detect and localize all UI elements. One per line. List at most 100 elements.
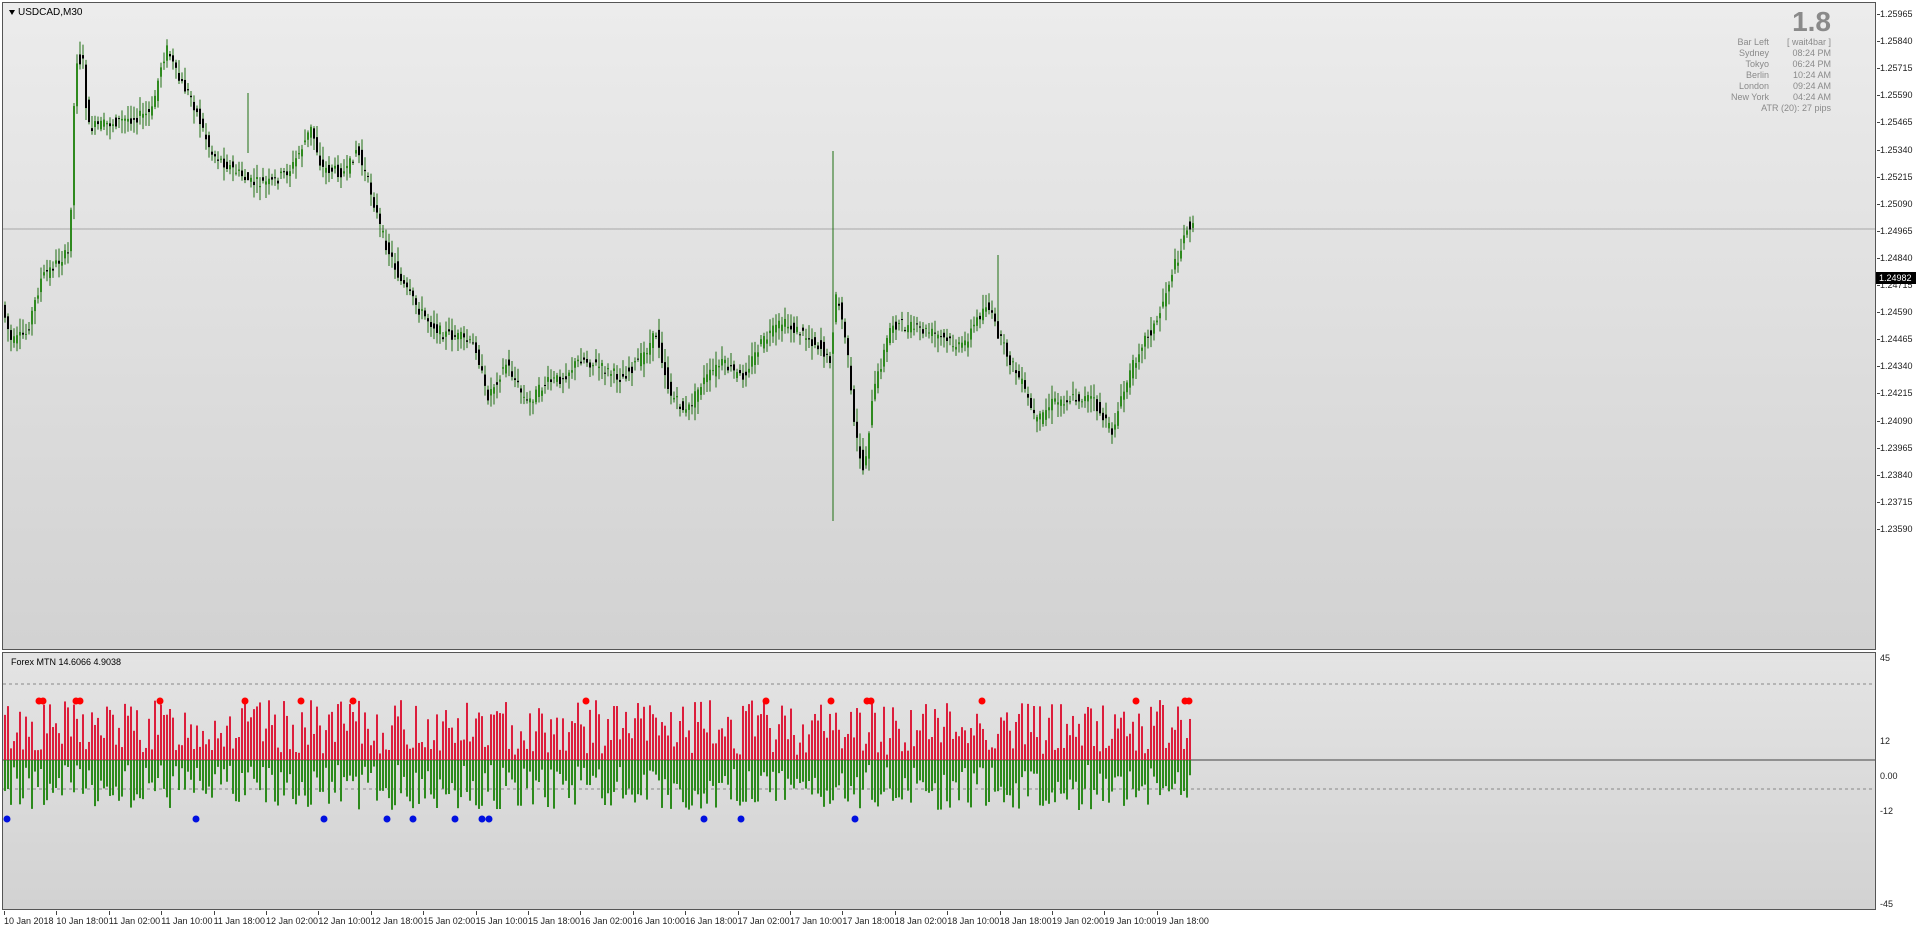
- candle: [1132, 354, 1134, 386]
- histogram-bar-down: [433, 760, 435, 799]
- histogram-bar-up: [1123, 711, 1125, 760]
- candle: [655, 332, 657, 340]
- candle: [625, 366, 627, 382]
- histogram-bar-up: [799, 742, 801, 760]
- histogram-bar-up: [616, 706, 618, 760]
- candle: [850, 356, 852, 395]
- histogram-bar-down: [70, 760, 72, 783]
- candle: [58, 248, 60, 278]
- price-axis-label: 1.24215: [1880, 388, 1913, 399]
- histogram-bar-up: [217, 738, 219, 760]
- candle-body: [130, 118, 132, 124]
- candle-body: [73, 106, 75, 206]
- histogram-bar-up: [1141, 726, 1143, 760]
- histogram-bar-up: [823, 731, 825, 760]
- histogram-bar-down: [613, 760, 615, 792]
- time-axis-label: 10 Jan 2018: [4, 916, 54, 926]
- histogram-bar-up: [1153, 725, 1155, 760]
- candle: [199, 99, 201, 138]
- histogram-bar-down: [475, 760, 477, 806]
- histogram-bar-up: [817, 720, 819, 760]
- histogram-bar-up: [298, 752, 300, 760]
- candle-body: [160, 67, 162, 77]
- histogram-bar-up: [238, 737, 240, 760]
- histogram-bar-up: [100, 735, 102, 760]
- candle-body: [988, 302, 990, 311]
- histogram-bar-down: [577, 760, 579, 767]
- candle-body: [664, 362, 666, 376]
- candle-body: [574, 361, 576, 368]
- histogram-bar-up: [46, 733, 48, 760]
- histogram-bar-down: [556, 760, 558, 772]
- candle: [895, 315, 897, 340]
- histogram-bar-down: [1012, 760, 1014, 808]
- histogram-bar-up: [409, 748, 411, 760]
- time-axis-label: 17 Jan 10:00: [790, 916, 843, 926]
- histogram-bar-up: [946, 703, 948, 760]
- histogram-bar-down: [67, 760, 69, 767]
- candle: [211, 145, 213, 161]
- signal-dot-red: [241, 697, 249, 705]
- histogram-bar-down: [28, 760, 30, 779]
- price-chart-panel[interactable]: USDCAD,M30 1.8 Bar Left[ wait4bar ] Sydne…: [2, 2, 1876, 650]
- histogram-bar-up: [64, 701, 66, 760]
- symbol-title[interactable]: USDCAD,M30: [9, 7, 82, 18]
- dropdown-triangle-icon[interactable]: [9, 10, 15, 15]
- candle: [913, 316, 915, 336]
- candle-body: [1066, 400, 1068, 403]
- candle-body: [301, 149, 303, 157]
- histogram-bar-up: [715, 743, 717, 760]
- session-label: Sydney: [1738, 48, 1769, 58]
- candle-body: [1036, 417, 1038, 422]
- histogram-bar-up: [403, 729, 405, 760]
- candle-body: [247, 172, 249, 181]
- histogram-bar-down: [103, 760, 105, 789]
- candle: [424, 307, 426, 320]
- signal-dot-red: [297, 697, 305, 705]
- candle-body: [253, 181, 255, 186]
- price-tick: [1877, 339, 1880, 341]
- histogram-bar-down: [1162, 760, 1164, 789]
- candle: [427, 313, 429, 333]
- histogram-bar-down: [316, 760, 318, 778]
- candle-body: [583, 357, 585, 360]
- histogram-bar-down: [946, 760, 948, 802]
- candle-body: [4, 304, 6, 318]
- candle: [256, 164, 258, 193]
- candle: [421, 296, 423, 320]
- histogram-bar-up: [193, 749, 195, 760]
- price-axis-label: 1.25590: [1880, 90, 1913, 101]
- candle-body: [604, 372, 606, 374]
- candle-body: [796, 326, 798, 333]
- candle: [1120, 384, 1122, 409]
- histogram-bar-up: [610, 740, 612, 760]
- candle-body: [841, 302, 843, 320]
- histogram-bar-down: [997, 760, 999, 792]
- candle-body: [772, 325, 774, 337]
- histogram-bar-down: [862, 760, 864, 790]
- candle-body: [682, 401, 684, 411]
- candle-body: [619, 379, 621, 382]
- candle-body: [613, 368, 615, 371]
- candle: [550, 369, 552, 391]
- candle: [775, 314, 777, 346]
- histogram-bar-up: [478, 712, 480, 760]
- histogram-bar-down: [79, 760, 81, 770]
- candle: [325, 161, 327, 185]
- histogram-bar-down: [193, 760, 195, 793]
- candle: [1105, 402, 1107, 428]
- candle-body: [1141, 347, 1143, 351]
- indicator-panel[interactable]: Forex MTN 14.6066 4.9038: [2, 652, 1876, 910]
- candle: [451, 318, 453, 352]
- candle: [982, 294, 984, 325]
- histogram-bar-up: [145, 747, 147, 760]
- signal-dot-blue: [192, 815, 200, 823]
- candle-body: [79, 54, 81, 65]
- candle: [829, 351, 831, 369]
- time-tick: [685, 911, 687, 915]
- candle: [400, 267, 402, 285]
- histogram-bar-down: [1075, 760, 1077, 782]
- candle: [79, 41, 81, 70]
- histogram-bar-down: [136, 760, 138, 795]
- histogram-bar-down: [382, 760, 384, 791]
